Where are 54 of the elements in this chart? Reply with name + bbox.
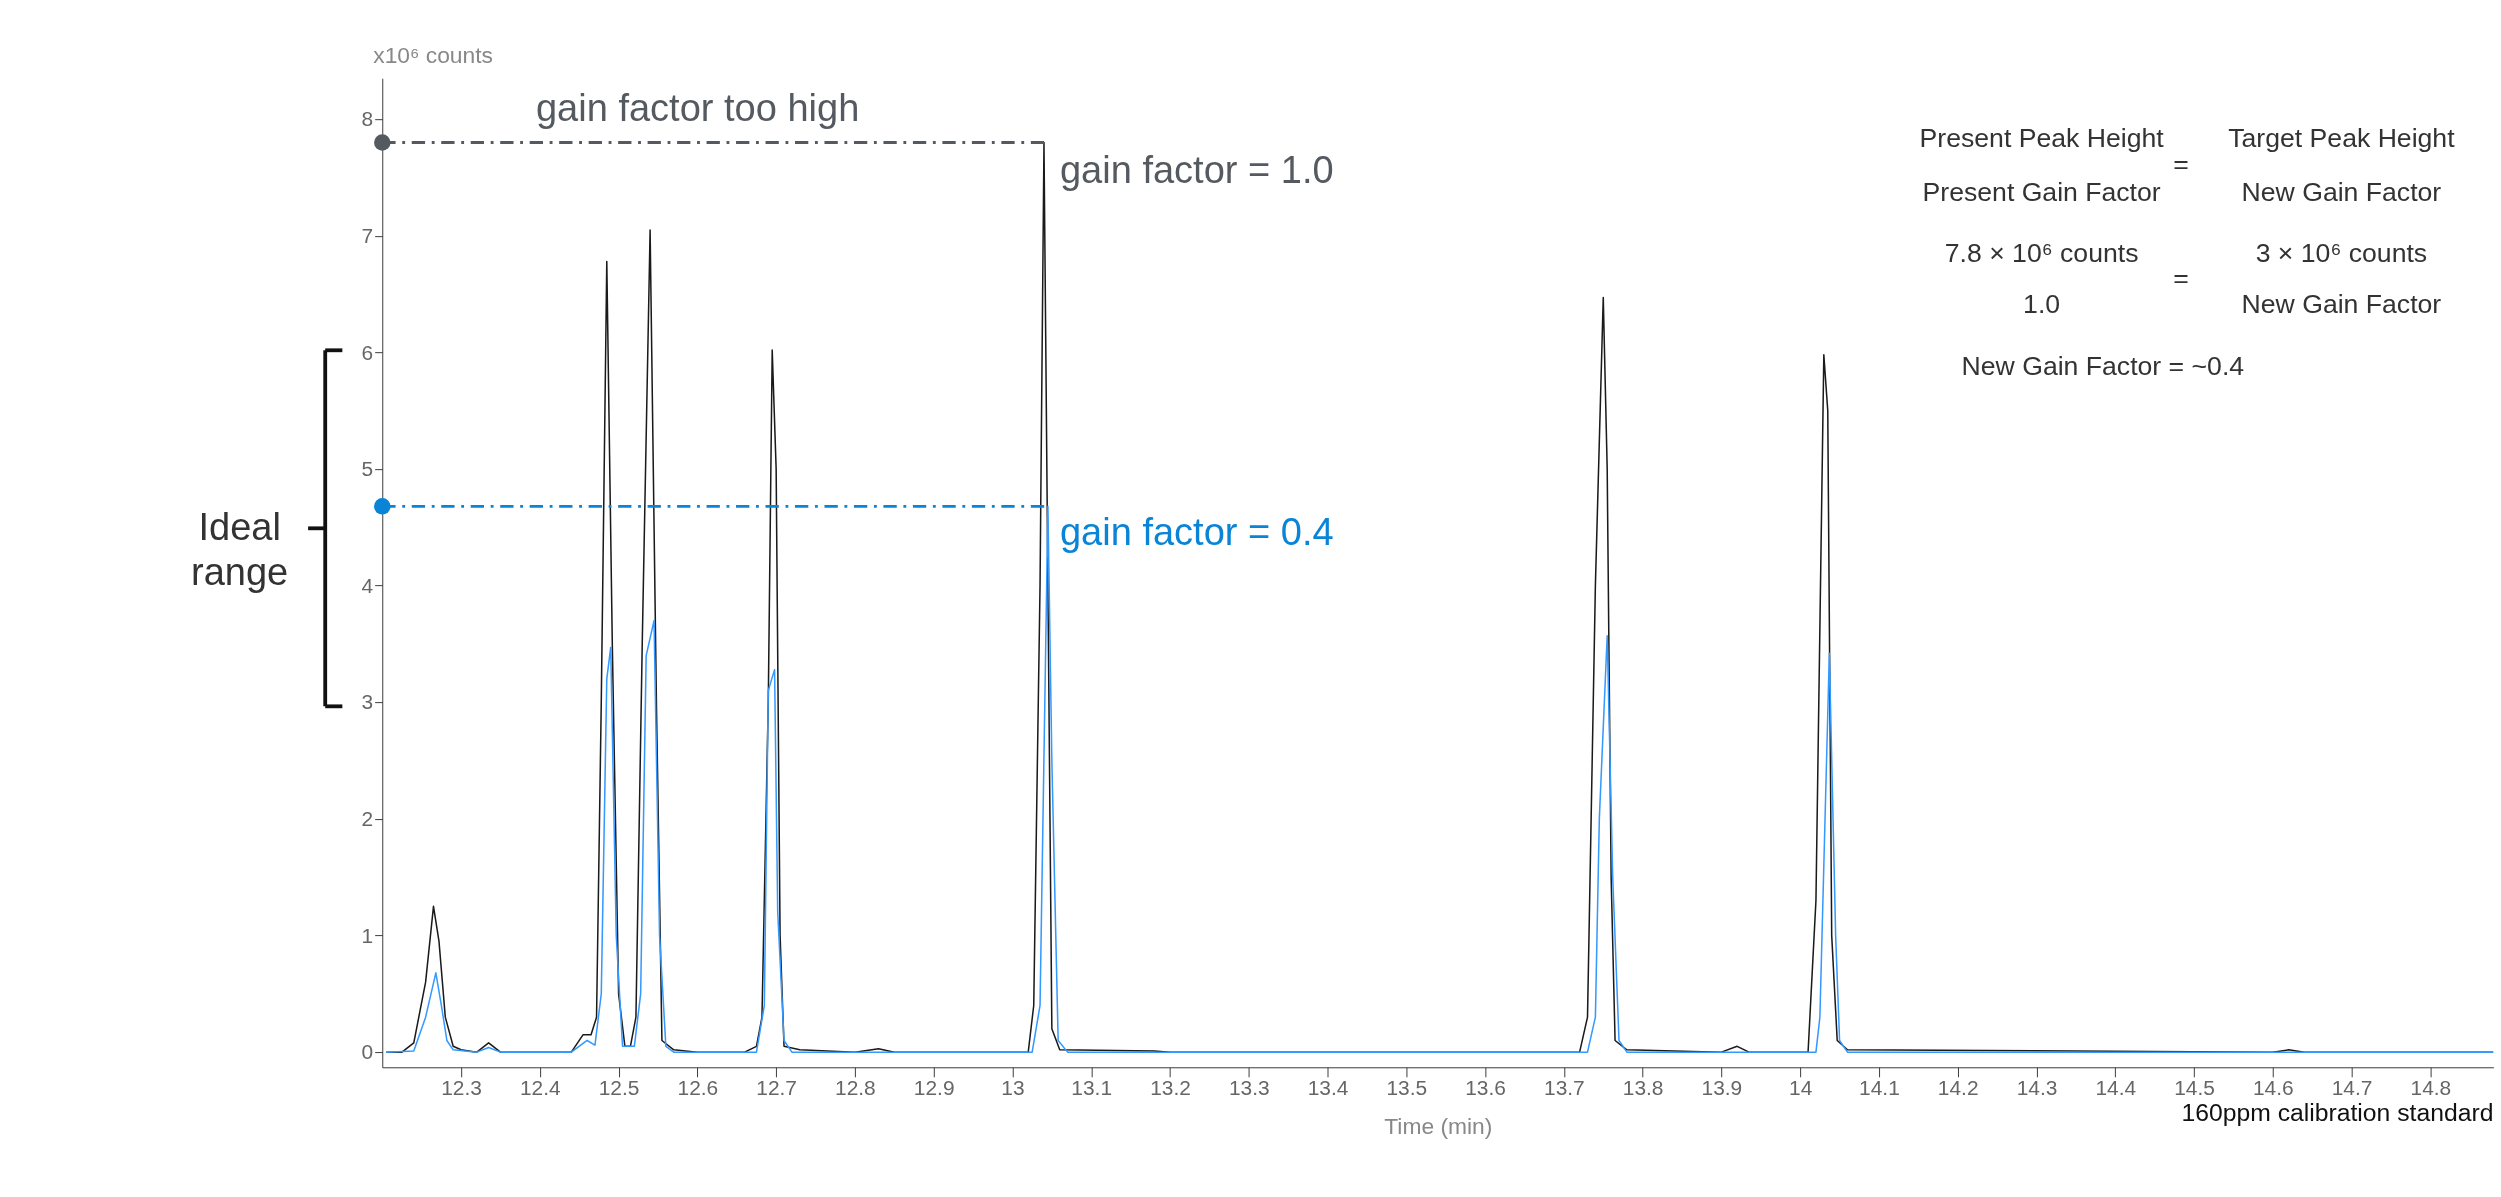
text: 160ppm calibration standard [2181,1099,2494,1127]
y-tick-label: 5 [361,457,374,481]
y-tick-label: 2 [361,807,374,831]
x-tick-label: 14.7 [2331,1076,2373,1100]
x-tick-label: 13.5 [1386,1076,1428,1100]
x-tick-label: 14.5 [2174,1076,2215,1100]
x-tick-label: 12.3 [441,1076,482,1100]
annotation: gain factor too high [535,87,860,130]
x-tick-label: 13.6 [1465,1076,1506,1100]
x-tick-label: 13.9 [1701,1076,1743,1100]
y-tick-label: 7 [361,223,374,247]
x-tick-label: 14.6 [2252,1076,2294,1100]
annotation: gain factor = 1.0 [1059,148,1334,191]
annotation: gain factor = 0.4 [1059,510,1334,553]
x-tick-label: 14.3 [2016,1076,2058,1100]
x-tick-label: 13 [1001,1076,1025,1100]
line-series [385,505,2494,1053]
annotation: New Gain Factor = ~0.4 [1961,350,2245,381]
x-tick-label: 12.5 [598,1076,640,1100]
x-tick-label: 13.8 [1622,1076,1664,1100]
y-tick-label: 8 [361,107,374,131]
x-tick-label: 13.3 [1228,1076,1270,1100]
annotation: New Gain Factor [2241,176,2442,207]
x-tick-label: 13.1 [1071,1076,1113,1100]
x-tick-label: 12.8 [835,1076,876,1100]
text: Ideal range [191,505,289,594]
annotation: Present Gain Factor [1922,176,2161,207]
y-tick-label: 6 [361,340,374,364]
x-tick-label: 13.4 [1307,1076,1349,1100]
x-tick-label: 14.2 [1937,1076,1979,1100]
y-tick-label: 0 [361,1040,374,1064]
x-tick-label: 14.1 [1859,1076,1900,1100]
y-axis-title: x10⁶ counts [373,41,493,68]
annotation: Present Peak Height [1919,123,2165,154]
annotation: 1.0 [2023,289,2061,320]
y-tick-label: 3 [361,690,374,714]
annotation: 7.8 × 10⁶ counts [1944,237,2139,268]
annotation: = [2173,148,2189,179]
annotation: = [2173,262,2189,293]
x-tick-label: 12.4 [519,1076,562,1100]
y-tick-label: 1 [361,923,374,947]
x-tick-label: 12.7 [756,1076,797,1100]
x-tick-label: 12.6 [677,1076,719,1100]
x-tick-label: 13.2 [1150,1076,1191,1100]
annotation: 3 × 10⁶ counts [2255,237,2428,268]
x-tick-label: 13.7 [1544,1076,1585,1100]
x-tick-label: 12.9 [913,1076,955,1100]
annotation: New Gain Factor [2241,289,2442,320]
y-tick-label: 4 [361,573,374,597]
x-tick-label: 14.4 [2095,1076,2137,1100]
x-tick-label: 14 [1789,1076,1813,1100]
x-tick-label: 14.8 [2410,1076,2452,1100]
x-axis-title: Time (min) [1384,1113,1493,1140]
annotation: Target Peak Height [2228,123,2456,154]
